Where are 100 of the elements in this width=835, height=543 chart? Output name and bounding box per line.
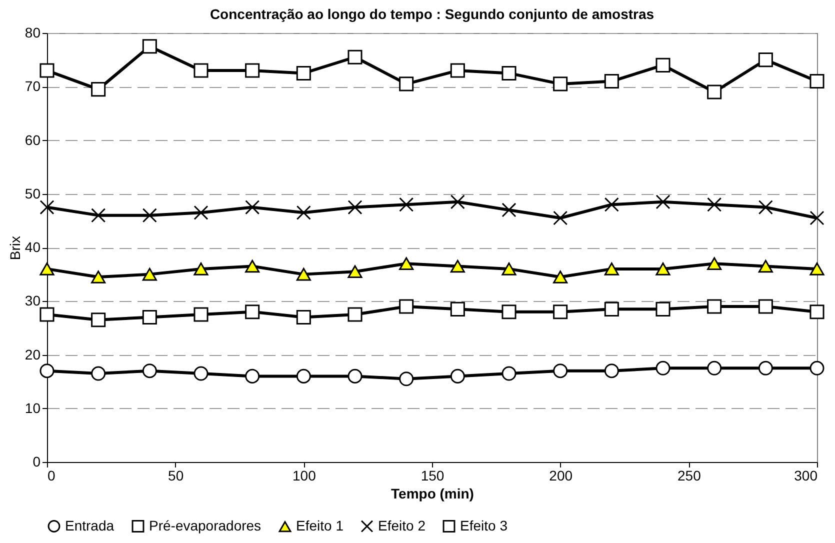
point: [245, 63, 260, 78]
point: [245, 368, 260, 384]
point: [553, 76, 568, 92]
point: [91, 82, 106, 97]
point: [656, 360, 670, 376]
y-tick-label: 20: [24, 346, 41, 362]
point: [707, 197, 722, 212]
y-tick-label: 60: [24, 132, 41, 148]
point: [245, 260, 260, 273]
y-tick-label: 50: [24, 185, 41, 202]
point: [142, 268, 157, 281]
point: [553, 364, 568, 378]
point: [142, 310, 157, 324]
point: [296, 205, 311, 220]
point: [142, 208, 157, 223]
point: [707, 84, 722, 100]
point: [245, 200, 260, 215]
x-tick-label: 50: [168, 468, 184, 484]
point: [296, 368, 311, 384]
point: [656, 194, 670, 210]
point: [91, 312, 106, 328]
chart-title: Concentração ao longo do tempo : Segundo conjunto de amostras: [210, 6, 654, 22]
point: [707, 360, 722, 376]
legend-label: Pré-evaporadores: [149, 517, 262, 534]
point: [450, 194, 465, 210]
point: [296, 268, 311, 281]
point: [348, 368, 362, 384]
point: [604, 197, 619, 212]
legend-label: Efeito 1: [296, 518, 344, 534]
x-tick-label: 300: [794, 468, 818, 484]
point: [502, 304, 516, 320]
point: [40, 200, 54, 215]
point: [604, 302, 619, 316]
point: [656, 58, 670, 72]
x-tick-label: 0: [48, 468, 56, 484]
point: [194, 205, 208, 220]
point: [40, 364, 54, 378]
point: [810, 210, 824, 226]
point: [553, 270, 568, 284]
point: [450, 63, 465, 78]
point: [758, 260, 773, 273]
point: [40, 63, 54, 78]
point: [399, 372, 414, 386]
point: [450, 260, 465, 273]
y-axis-title: Brix: [6, 236, 23, 260]
point: [758, 299, 773, 314]
point: [707, 257, 722, 270]
x-tick-label: 200: [549, 468, 573, 484]
point: [142, 39, 157, 54]
point: [502, 366, 516, 381]
point: [810, 360, 824, 376]
point: [399, 299, 414, 314]
point: [502, 262, 516, 276]
point: [502, 202, 516, 218]
y-tick-label: 10: [24, 400, 41, 416]
point: [91, 366, 106, 381]
point: [707, 299, 722, 314]
point: [194, 366, 208, 381]
y-tick-label: 40: [24, 239, 41, 255]
point: [758, 200, 773, 215]
point: [502, 66, 516, 80]
x-tick-label: 150: [420, 468, 444, 484]
point: [656, 262, 670, 276]
point: [810, 304, 824, 320]
point: [810, 262, 824, 276]
point: [194, 307, 208, 322]
point: [810, 74, 824, 89]
point: [194, 262, 208, 276]
point: [553, 304, 568, 320]
x-tick-label: 100: [292, 468, 316, 484]
point: [553, 210, 568, 226]
point: [40, 262, 54, 276]
point: [245, 304, 260, 320]
point: [656, 302, 670, 316]
y-tick-label: 80: [24, 24, 41, 40]
point: [604, 74, 619, 89]
y-tick-label: 70: [24, 78, 41, 94]
legend-label: Entrada: [65, 517, 114, 534]
point: [758, 52, 773, 68]
point: [91, 270, 106, 284]
point: [194, 63, 208, 78]
point: [399, 197, 414, 212]
point: [296, 310, 311, 324]
point: [450, 302, 465, 316]
point: [348, 307, 362, 322]
point: [348, 200, 362, 215]
legend-label: Efeito 2: [378, 517, 426, 534]
point: [604, 262, 619, 276]
point: [40, 307, 54, 322]
point: [450, 368, 465, 384]
point: [142, 364, 157, 378]
point: [399, 76, 414, 92]
point: [604, 364, 619, 378]
point: [296, 66, 311, 80]
y-tick-label: 30: [24, 292, 41, 309]
y-tick-label: 0: [32, 454, 41, 470]
point: [91, 208, 106, 223]
legend-label: Efeito 3: [460, 517, 508, 534]
point: [348, 50, 362, 64]
point: [348, 265, 362, 278]
